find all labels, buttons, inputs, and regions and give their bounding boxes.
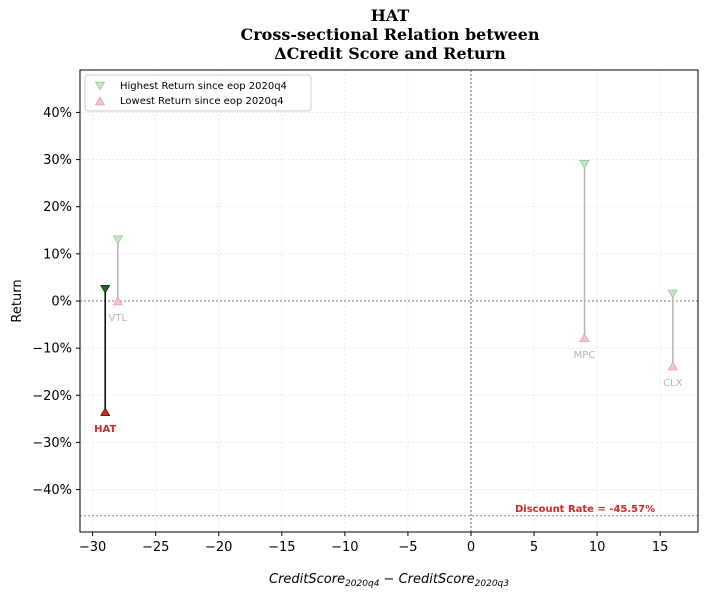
y-tick-label: 30% bbox=[43, 153, 72, 168]
point-label-clx: CLX bbox=[663, 378, 683, 389]
low-marker-clx bbox=[667, 361, 678, 371]
chart-title: HAT Cross-sectional Relation between ΔCr… bbox=[80, 6, 700, 63]
point-label-hat: HAT bbox=[94, 424, 116, 435]
point-label-vtl: VTL bbox=[109, 313, 128, 324]
x-label-sub-2: 2020q3 bbox=[475, 579, 510, 589]
x-label-sub-1: 2020q4 bbox=[345, 579, 380, 589]
title-line-1: HAT bbox=[370, 6, 410, 25]
y-tick-label: 20% bbox=[43, 200, 72, 215]
y-axis-ticks: −40% −30% −20% −10% 0% 10% 20% 30% 40% bbox=[32, 106, 80, 498]
high-marker-hat bbox=[100, 285, 111, 294]
legend-high-marker bbox=[94, 81, 106, 91]
y-axis-label: Return bbox=[10, 279, 25, 322]
title-line-3: ΔCredit Score and Return bbox=[274, 44, 506, 63]
legend-label-high: Highest Return since eop 2020q4 bbox=[120, 81, 287, 92]
y-tick-label: 0% bbox=[51, 295, 72, 310]
discount-rate-label: Discount Rate = -45.57% bbox=[515, 504, 655, 515]
y-tick-label: 10% bbox=[43, 247, 72, 262]
x-tick-label: −5 bbox=[398, 540, 417, 555]
x-label-part-1: CreditScore bbox=[269, 572, 345, 587]
point-label-mpc: MPC bbox=[574, 350, 596, 361]
x-label-part-2: − CreditScore bbox=[379, 572, 474, 587]
x-axis-ticks: −30 −25 −20 −15 −10 −5 0 5 10 15 bbox=[79, 532, 669, 555]
data-marks: HAT VTL MPC CLX bbox=[94, 160, 683, 435]
x-tick-label: 10 bbox=[589, 540, 606, 555]
x-tick-label: 15 bbox=[652, 540, 669, 555]
low-marker-mpc bbox=[579, 333, 590, 342]
y-tick-label: 40% bbox=[43, 106, 72, 121]
x-tick-label: −15 bbox=[268, 540, 295, 555]
x-tick-label: 0 bbox=[467, 540, 475, 555]
x-tick-label: −20 bbox=[205, 540, 232, 555]
high-marker-clx bbox=[667, 289, 678, 299]
y-tick-label: −10% bbox=[32, 342, 72, 357]
legend: Highest Return since eop 2020q4 Lowest Re… bbox=[84, 74, 312, 112]
y-tick-label: −30% bbox=[32, 436, 72, 451]
title-line-2: Cross-sectional Relation between bbox=[240, 25, 540, 44]
high-marker-mpc bbox=[579, 160, 590, 169]
low-marker-hat bbox=[100, 407, 111, 416]
y-tick-label: −40% bbox=[32, 483, 72, 498]
x-tick-label: −30 bbox=[79, 540, 106, 555]
x-tick-label: −25 bbox=[142, 540, 169, 555]
x-tick-label: −10 bbox=[331, 540, 358, 555]
legend-low-marker bbox=[94, 96, 106, 106]
legend-box bbox=[84, 74, 312, 112]
reference-lines: Discount Rate = -45.57% bbox=[80, 70, 698, 532]
x-axis-label: CreditScore2020q4 − CreditScore2020q3 bbox=[269, 572, 509, 589]
x-tick-label: 5 bbox=[530, 540, 538, 555]
high-marker-vtl bbox=[112, 235, 124, 245]
y-tick-label: −20% bbox=[32, 389, 72, 404]
legend-label-low: Lowest Return since eop 2020q4 bbox=[120, 96, 284, 107]
low-marker-vtl bbox=[112, 296, 124, 306]
